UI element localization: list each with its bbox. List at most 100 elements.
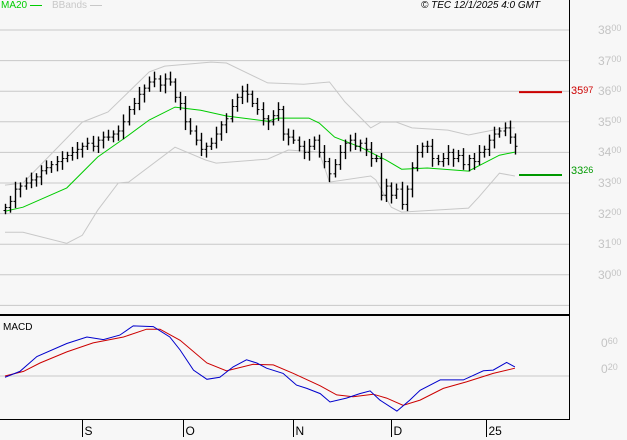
price-bar xyxy=(255,97,260,115)
price-bar xyxy=(235,93,240,112)
price-bar xyxy=(333,159,338,178)
price-bar xyxy=(173,78,178,103)
price-bar xyxy=(224,113,229,134)
price-bar xyxy=(147,76,152,92)
price-bar xyxy=(317,134,322,158)
price-bar xyxy=(3,203,8,215)
price-bar xyxy=(307,138,312,161)
price-bar xyxy=(121,114,126,140)
price-bar xyxy=(132,97,137,115)
price-bar xyxy=(482,145,487,158)
bbands-upper-line xyxy=(4,61,515,186)
price-bar xyxy=(80,142,85,158)
price-bar xyxy=(379,153,384,201)
price-bar xyxy=(183,96,188,131)
macd-tick-label: 020 xyxy=(601,362,618,376)
price-bar xyxy=(286,128,291,146)
legend-bbands: BBands xyxy=(52,0,102,12)
price-bar xyxy=(430,138,435,167)
support-label: 3326 xyxy=(571,165,594,178)
price-bar xyxy=(291,129,296,144)
price-bar xyxy=(281,105,286,141)
x-tick-label: S xyxy=(84,424,93,438)
price-bar xyxy=(508,120,513,144)
price-bar xyxy=(29,172,34,189)
price-bar xyxy=(343,139,348,160)
price-bar xyxy=(250,90,255,108)
price-bar xyxy=(188,118,193,135)
price-bar xyxy=(142,84,147,103)
price-bar xyxy=(497,127,502,138)
price-bar xyxy=(389,182,394,204)
price-bar xyxy=(436,154,441,166)
bbands-lower-line xyxy=(5,146,515,244)
price-bar xyxy=(178,91,183,111)
price-bar xyxy=(271,110,276,126)
macd-signal-line xyxy=(4,328,516,406)
price-bar xyxy=(106,129,111,141)
price-bar xyxy=(364,137,369,157)
price-bar xyxy=(60,151,65,170)
x-tick-label: O xyxy=(185,424,195,438)
price-bar xyxy=(24,177,29,190)
y-tick-label: 3800 xyxy=(598,23,622,37)
x-tick-label: 25 xyxy=(488,424,502,438)
y-tick-label: 3700 xyxy=(598,53,622,68)
price-bar xyxy=(101,131,106,149)
x-tick-label: N xyxy=(295,424,305,438)
price-bar xyxy=(214,126,219,149)
y-tick-label: 3300 xyxy=(598,176,622,190)
price-bar xyxy=(219,121,224,141)
price-bar xyxy=(441,153,446,167)
price-bar xyxy=(446,145,451,166)
price-bar xyxy=(55,156,60,172)
price-bar xyxy=(400,181,405,210)
price-bar xyxy=(420,142,425,158)
price-bar xyxy=(127,105,132,126)
price-bar xyxy=(415,145,420,172)
price-bar xyxy=(245,83,250,103)
price-bar xyxy=(338,145,343,170)
y-tick-label: 3000 xyxy=(598,267,622,282)
legend-ma20-label: MA20 xyxy=(1,0,28,11)
price-bar xyxy=(137,86,142,111)
price-bar xyxy=(230,99,235,123)
price-bar xyxy=(451,148,456,167)
price-bar xyxy=(266,115,271,131)
price-bar xyxy=(394,183,399,199)
price-bar xyxy=(276,102,281,121)
macd-tick-label: 060 xyxy=(601,336,618,350)
price-bar xyxy=(158,75,163,92)
y-tick-label: 3200 xyxy=(598,206,622,221)
price-bar xyxy=(85,137,90,150)
price-bar xyxy=(297,136,302,152)
price-bar xyxy=(194,125,199,146)
price-bar xyxy=(209,137,214,150)
price-bar xyxy=(204,142,209,158)
price-bar xyxy=(477,145,482,166)
price-bar xyxy=(65,151,70,163)
price-bar xyxy=(152,71,157,88)
price-bar xyxy=(261,102,266,126)
price-bar xyxy=(302,140,307,160)
price-bar xyxy=(405,185,410,212)
price-bar xyxy=(39,165,44,186)
y-tick-label: 3400 xyxy=(598,145,622,160)
macd-line xyxy=(4,325,516,412)
price-bar xyxy=(168,71,173,86)
price-bar xyxy=(34,173,39,187)
price-bar xyxy=(384,178,389,202)
price-bar xyxy=(163,73,168,94)
y-tick-label: 3500 xyxy=(598,114,622,129)
price-bar xyxy=(91,135,96,152)
price-bar xyxy=(111,130,116,143)
price-bar xyxy=(410,162,415,198)
price-bar xyxy=(240,85,245,105)
price-bar xyxy=(461,148,466,170)
price-bar xyxy=(49,160,54,173)
legend-ma20: MA20 xyxy=(1,0,42,12)
macd-title: MACD xyxy=(3,322,33,333)
price-bar xyxy=(374,154,379,163)
price-bar xyxy=(75,141,80,160)
